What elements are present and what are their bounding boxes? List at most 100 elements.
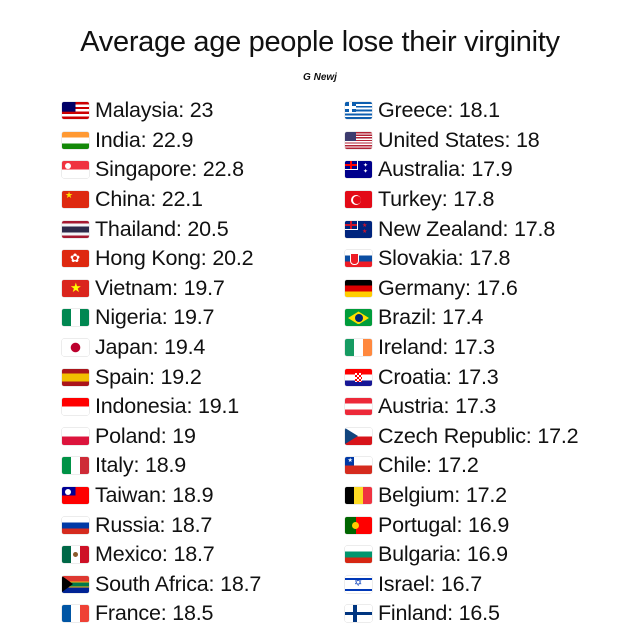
country-name: Turkey xyxy=(378,187,442,212)
country-label: Czech Republic: 17.2 xyxy=(378,423,579,448)
country-label: Brazil: 17.4 xyxy=(378,305,484,330)
india-flag-icon xyxy=(62,131,89,149)
country-row: Singapore: 22.8 xyxy=(62,155,261,185)
age-value: 18.9 xyxy=(144,453,187,478)
age-value: 16.9 xyxy=(466,542,508,567)
country-row: Spain: 19.2 xyxy=(62,362,261,392)
country-name: Belgium xyxy=(378,483,455,508)
country-row: Finland: 16.5 xyxy=(345,599,578,629)
country-name: Hong Kong xyxy=(95,246,201,271)
age-value: 18.7 xyxy=(220,571,262,596)
country-row: ★ Vietnam: 19.7 xyxy=(62,274,261,304)
country-label: Belgium: 17.2 xyxy=(378,483,507,508)
israel-flag-icon: ✡ xyxy=(345,575,372,593)
age-value: 19.7 xyxy=(173,305,215,330)
belgium-flag-icon xyxy=(345,487,372,505)
country-row: ★ China: 22.1 xyxy=(62,185,261,215)
indonesia-flag-icon xyxy=(62,398,89,416)
germany-flag-icon xyxy=(345,279,372,297)
country-name: United States xyxy=(378,127,505,152)
taiwan-flag-icon xyxy=(62,487,89,505)
country-row: Croatia: 17.3 xyxy=(345,362,578,392)
country-name: Germany xyxy=(378,275,466,300)
brazil-flag-icon xyxy=(345,309,372,327)
age-value: 18.1 xyxy=(458,98,500,123)
page-title: Average age people lose their virginity xyxy=(80,26,560,58)
country-label: Singapore: 22.8 xyxy=(95,157,244,182)
country-name: Czech Republic xyxy=(378,423,526,448)
poland-flag-icon xyxy=(62,427,89,445)
new-zealand-flag-icon: ★ ★ xyxy=(345,220,372,238)
country-label: China: 22.1 xyxy=(95,187,203,212)
mexico-flag-icon xyxy=(62,546,89,564)
country-row: Indonesia: 19.1 xyxy=(62,392,261,422)
austria-flag-icon xyxy=(345,398,372,416)
country-name: Thailand xyxy=(95,216,176,241)
country-name: Indonesia xyxy=(95,394,187,419)
country-name: Croatia xyxy=(378,364,446,389)
united-states-flag-icon xyxy=(345,131,372,149)
country-label: Hong Kong: 20.2 xyxy=(95,246,254,271)
country-name: France xyxy=(95,601,161,626)
country-label: Turkey: 17.8 xyxy=(378,187,495,212)
age-value: 16.7 xyxy=(440,571,482,596)
country-row: Greece: 18.1 xyxy=(345,96,578,126)
country-name: Finland xyxy=(378,601,448,626)
age-value: 22.1 xyxy=(161,187,203,212)
country-name: Nigeria xyxy=(95,305,162,330)
age-value: 17.2 xyxy=(437,453,479,478)
country-name: Spain xyxy=(95,364,149,389)
country-row: Turkey: 17.8 xyxy=(345,185,578,215)
age-value: 17.4 xyxy=(442,305,484,330)
italy-flag-icon xyxy=(62,457,89,475)
country-row: ★ Chile: 17.2 xyxy=(345,451,578,481)
country-name: Slovakia xyxy=(378,246,458,271)
nigeria-flag-icon xyxy=(62,309,89,327)
russia-flag-icon xyxy=(62,516,89,534)
finland-flag-icon xyxy=(345,605,372,623)
age-value: 17.9 xyxy=(471,157,513,182)
age-value: 17.3 xyxy=(455,394,497,419)
country-name: New Zealand xyxy=(378,216,503,241)
country-name: Vietnam xyxy=(95,275,173,300)
country-label: Malaysia: 23 xyxy=(95,98,214,123)
country-label: Russia: 18.7 xyxy=(95,512,213,537)
country-name: Chile xyxy=(378,453,426,478)
age-value: 17.3 xyxy=(453,335,495,360)
country-row: Germany: 17.6 xyxy=(345,274,578,304)
country-row: Portugal: 16.9 xyxy=(345,510,578,540)
source-watermark: G Newj xyxy=(303,72,337,83)
age-value: 19.7 xyxy=(183,275,225,300)
country-row: Brazil: 17.4 xyxy=(345,303,578,333)
age-value: 17.2 xyxy=(465,483,507,508)
country-name: Singapore xyxy=(95,157,192,182)
country-label: Greece: 18.1 xyxy=(378,98,500,123)
country-name: Poland xyxy=(95,423,161,448)
china-flag-icon: ★ xyxy=(62,191,89,209)
right-country-list: Greece: 18.1 United States: 18 ✦ ✦ Australia… xyxy=(345,96,579,629)
age-value: 19 xyxy=(172,423,196,448)
country-label: Poland: 19 xyxy=(95,423,196,448)
country-name: India xyxy=(95,127,141,152)
country-name: Italy xyxy=(95,453,134,478)
country-row: Russia: 18.7 xyxy=(62,510,261,540)
age-value: 17.8 xyxy=(514,216,556,241)
country-label: Italy: 18.9 xyxy=(95,453,187,478)
age-value: 19.4 xyxy=(164,335,206,360)
malaysia-flag-icon xyxy=(62,102,89,120)
country-name: South Africa xyxy=(95,571,209,596)
country-row: Malaysia: 23 xyxy=(62,96,261,126)
country-row: Austria: 17.3 xyxy=(345,392,578,422)
age-value: 22.8 xyxy=(202,157,244,182)
country-name: Russia xyxy=(95,512,160,537)
country-label: France: 18.5 xyxy=(95,601,214,626)
country-label: United States: 18 xyxy=(378,127,540,152)
country-label: Chile: 17.2 xyxy=(378,453,479,478)
thailand-flag-icon xyxy=(62,220,89,238)
country-label: Vietnam: 19.7 xyxy=(95,275,225,300)
country-label: Taiwan: 18.9 xyxy=(95,483,214,508)
country-label: Austria: 17.3 xyxy=(378,394,497,419)
country-label: Spain: 19.2 xyxy=(95,364,202,389)
country-row: Czech Republic: 17.2 xyxy=(345,422,579,452)
country-label: Portugal: 16.9 xyxy=(378,512,510,537)
